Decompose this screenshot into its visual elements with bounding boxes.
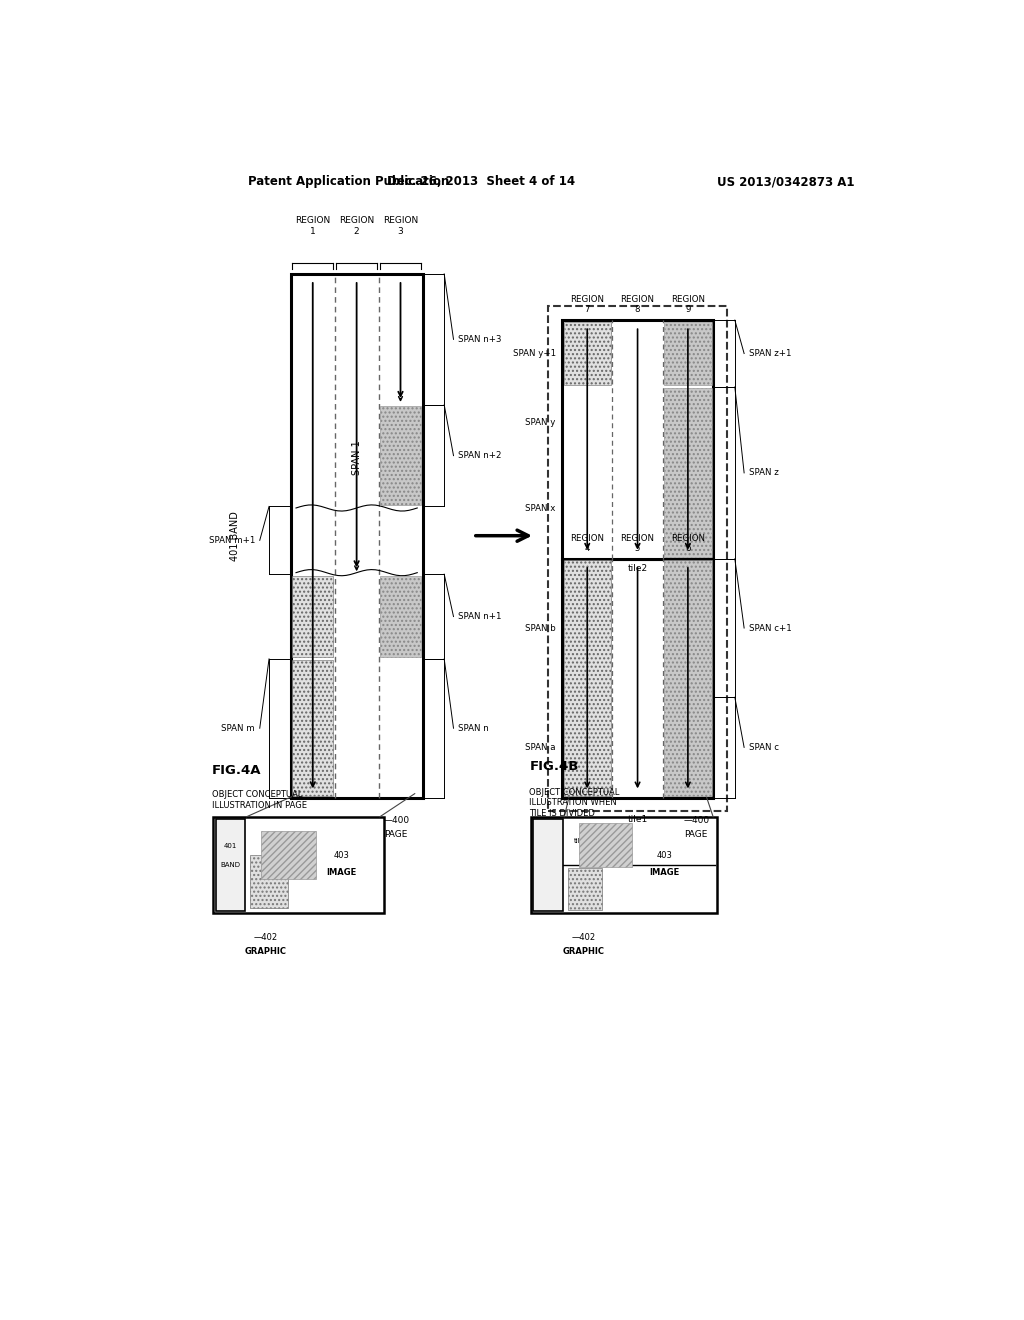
Text: PAGE: PAGE xyxy=(684,830,708,840)
Bar xyxy=(562,321,713,558)
Bar xyxy=(665,388,712,557)
Text: SPAN c+1: SPAN c+1 xyxy=(749,623,792,632)
Text: REGION
5: REGION 5 xyxy=(621,533,654,553)
Bar xyxy=(380,407,421,506)
Text: SPAN z+1: SPAN z+1 xyxy=(749,348,792,358)
Text: SPAN z: SPAN z xyxy=(749,469,778,478)
Text: SPAN n+1: SPAN n+1 xyxy=(458,612,502,620)
Text: SPAN 1: SPAN 1 xyxy=(351,440,361,474)
Text: SPAN c: SPAN c xyxy=(749,743,779,752)
Text: —402: —402 xyxy=(571,933,596,942)
Text: FIG.4B: FIG.4B xyxy=(529,760,579,774)
Bar xyxy=(563,322,610,385)
Text: REGION
2: REGION 2 xyxy=(339,216,374,236)
Text: tile1: tile1 xyxy=(628,814,648,824)
Bar xyxy=(534,818,563,911)
Text: US 2013/0342873 A1: US 2013/0342873 A1 xyxy=(717,176,854,187)
Text: REGION
3: REGION 3 xyxy=(383,216,418,236)
Bar xyxy=(380,576,421,657)
Text: SPAN m+1: SPAN m+1 xyxy=(209,536,255,545)
Bar xyxy=(291,275,423,797)
Bar xyxy=(531,817,717,913)
Text: SPAN a: SPAN a xyxy=(525,743,556,752)
Text: —402: —402 xyxy=(254,933,278,942)
Text: BAND: BAND xyxy=(220,862,241,867)
Text: REGION
9: REGION 9 xyxy=(671,294,705,314)
Bar xyxy=(665,560,712,796)
Bar xyxy=(563,560,610,796)
Text: REGION
7: REGION 7 xyxy=(570,294,604,314)
Text: IMAGE: IMAGE xyxy=(326,869,356,876)
Text: OBJECT CONCEPTUAL
ILLUSTRATION WHEN
TILE IS DIVIDED: OBJECT CONCEPTUAL ILLUSTRATION WHEN TILE… xyxy=(529,788,620,818)
Bar xyxy=(665,322,712,385)
Text: REGION
4: REGION 4 xyxy=(570,533,604,553)
Text: SPAN n+3: SPAN n+3 xyxy=(458,335,502,343)
Bar xyxy=(216,818,245,911)
Bar xyxy=(579,822,632,867)
Text: REGION
1: REGION 1 xyxy=(295,216,331,236)
Text: tile2: tile2 xyxy=(573,838,589,843)
Text: FIG.4A: FIG.4A xyxy=(212,764,261,777)
Bar xyxy=(213,817,384,913)
Bar xyxy=(292,576,333,657)
Text: SPAN n: SPAN n xyxy=(458,723,488,733)
Text: SPAN y+1: SPAN y+1 xyxy=(513,348,556,358)
Text: Dec. 26, 2013  Sheet 4 of 14: Dec. 26, 2013 Sheet 4 of 14 xyxy=(387,176,574,187)
Text: 401: 401 xyxy=(223,842,237,849)
Text: Patent Application Publication: Patent Application Publication xyxy=(248,176,450,187)
Text: REGION
6: REGION 6 xyxy=(671,533,705,553)
Text: OBJECT CONCEPTUAL
ILLUSTRATION IN PAGE: OBJECT CONCEPTUAL ILLUSTRATION IN PAGE xyxy=(212,791,307,809)
Text: GRAPHIC: GRAPHIC xyxy=(563,946,605,956)
Text: SPAN y: SPAN y xyxy=(525,418,556,428)
Text: SPAN b: SPAN b xyxy=(525,623,556,632)
Text: 401 BAND: 401 BAND xyxy=(230,511,240,561)
Text: 403: 403 xyxy=(333,851,349,859)
Text: SPAN m: SPAN m xyxy=(221,723,255,733)
Bar xyxy=(292,660,333,796)
Text: GRAPHIC: GRAPHIC xyxy=(245,946,287,956)
Text: SPAN x: SPAN x xyxy=(525,504,556,513)
Text: tile2: tile2 xyxy=(628,564,647,573)
Bar xyxy=(562,558,713,797)
Text: 403: 403 xyxy=(656,851,672,859)
Bar xyxy=(261,832,315,879)
Text: PAGE: PAGE xyxy=(384,830,408,840)
Text: —400: —400 xyxy=(384,816,410,825)
Bar xyxy=(251,855,288,908)
Text: tile1: tile1 xyxy=(573,886,589,892)
Text: IMAGE: IMAGE xyxy=(649,869,680,876)
Text: SPAN n+2: SPAN n+2 xyxy=(458,451,502,461)
Bar xyxy=(568,867,602,909)
Text: —400: —400 xyxy=(684,816,711,825)
Text: REGION
8: REGION 8 xyxy=(621,294,654,314)
Bar xyxy=(548,306,727,812)
